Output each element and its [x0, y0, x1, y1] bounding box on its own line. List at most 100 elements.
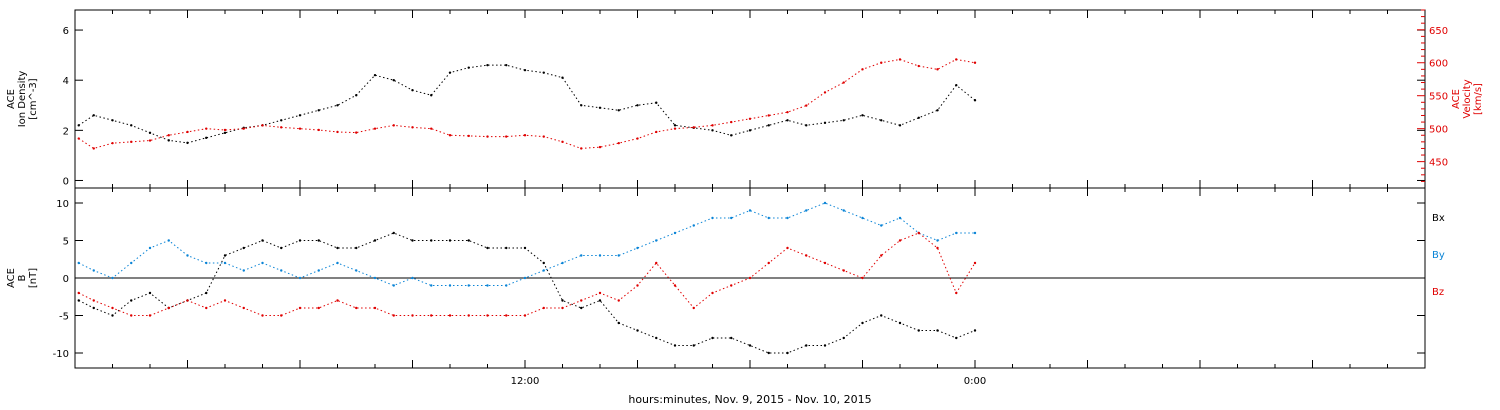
data-point	[430, 314, 433, 317]
data-point	[730, 120, 733, 124]
data-point	[186, 254, 189, 257]
data-point	[767, 351, 770, 355]
data-point	[448, 284, 452, 287]
data-point	[336, 261, 339, 265]
x-tick-label: 0:00	[964, 376, 986, 387]
data-point	[767, 114, 770, 117]
data-point	[598, 299, 602, 302]
data-point	[467, 134, 470, 138]
data-point	[955, 58, 958, 61]
data-point	[842, 209, 845, 212]
data-point	[880, 314, 883, 317]
y2-axis-title: ACEVelocity[km/s]	[1451, 79, 1484, 118]
data-point	[542, 261, 545, 265]
y-tick-label: 0	[63, 176, 69, 187]
data-point	[336, 104, 339, 107]
data-point	[973, 329, 977, 332]
data-point	[148, 131, 152, 135]
data-point	[373, 127, 377, 130]
data-point	[130, 314, 133, 317]
data-point	[692, 224, 695, 227]
data-point	[505, 63, 508, 67]
data-point	[205, 291, 208, 295]
series-line	[78, 232, 976, 316]
data-point	[767, 216, 770, 220]
data-point	[130, 261, 133, 265]
x-axis-label: hours:minutes, Nov. 9, 2015 - Nov. 10, 2…	[628, 393, 872, 406]
data-point	[880, 61, 883, 64]
data-point	[692, 126, 695, 129]
data-point	[486, 314, 489, 317]
data-point	[580, 306, 583, 310]
data-point	[355, 306, 358, 310]
data-point	[205, 261, 208, 265]
data-point	[111, 119, 114, 122]
data-point	[880, 119, 883, 122]
data-point	[280, 269, 283, 272]
data-point	[242, 306, 245, 310]
legend-label: Bz	[1432, 287, 1444, 298]
y-axis-title: ACEIon Density[cm^-3]	[6, 71, 39, 128]
y-tick-label: 10	[56, 199, 69, 210]
data-point	[823, 91, 827, 94]
data-point	[186, 141, 189, 145]
y2-tick-label: 600	[1429, 59, 1448, 70]
data-point	[711, 336, 714, 340]
data-point	[542, 269, 545, 272]
series-line	[78, 202, 975, 287]
data-point	[298, 127, 302, 130]
data-point	[486, 135, 489, 138]
y-tick-label: 4	[63, 76, 69, 87]
data-point	[242, 246, 245, 250]
data-point	[823, 261, 827, 265]
data-point	[280, 119, 283, 122]
data-point	[467, 314, 470, 317]
data-point	[373, 73, 377, 77]
data-point	[973, 99, 977, 102]
data-point	[392, 231, 395, 235]
data-point	[636, 246, 639, 250]
data-point	[430, 127, 433, 130]
data-point	[223, 254, 227, 257]
data-point	[205, 136, 208, 140]
top-panel-frame	[74, 9, 1426, 189]
data-point	[936, 239, 939, 242]
data-point	[92, 269, 95, 272]
data-point	[373, 306, 377, 310]
data-point	[167, 139, 170, 142]
series-line	[78, 232, 976, 354]
data-point	[748, 344, 752, 347]
data-point	[355, 246, 358, 250]
data-point	[898, 321, 902, 325]
data-point	[298, 276, 302, 280]
data-point	[205, 306, 208, 310]
data-point	[636, 329, 639, 332]
data-point	[617, 109, 620, 112]
y-tick-label: 2	[63, 126, 69, 137]
data-point	[355, 94, 358, 97]
data-point	[598, 145, 602, 149]
data-point	[242, 269, 245, 272]
data-point	[692, 306, 695, 310]
data-point	[280, 246, 283, 250]
data-point	[167, 306, 170, 310]
data-point	[598, 106, 602, 109]
data-point	[823, 201, 827, 205]
data-point	[748, 129, 752, 132]
data-point	[92, 306, 95, 310]
data-point	[880, 224, 883, 227]
data-point	[655, 130, 658, 134]
y2-tick-label: 450	[1429, 158, 1448, 169]
data-point	[505, 284, 508, 287]
data-point	[317, 239, 320, 242]
data-point	[111, 306, 114, 310]
data-point	[636, 284, 639, 287]
data-point	[561, 76, 564, 79]
legend-label: By	[1432, 250, 1445, 261]
data-point	[786, 110, 789, 114]
data-point	[711, 291, 714, 295]
data-point	[505, 246, 508, 250]
data-point	[77, 291, 80, 295]
data-point	[730, 216, 733, 220]
data-point	[261, 124, 264, 127]
